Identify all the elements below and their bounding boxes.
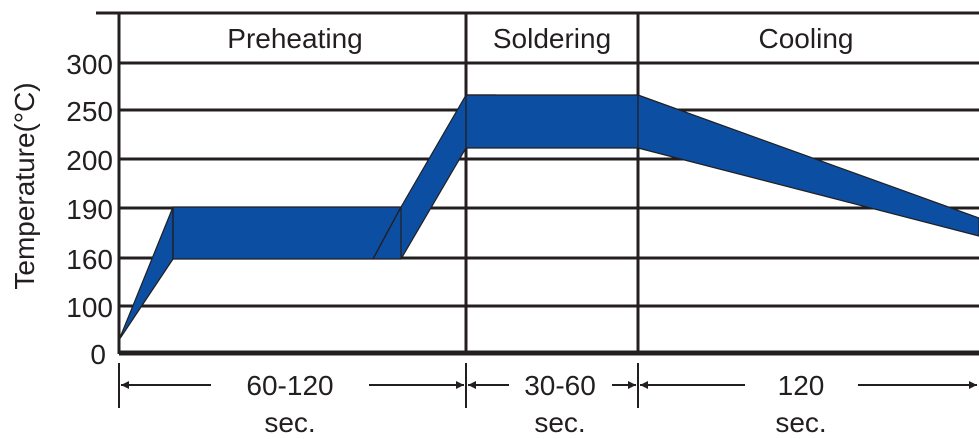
y-tick-label: 200 (66, 145, 113, 176)
y-tick-label: 190 (66, 194, 113, 225)
preheat-soak-band (172, 206, 402, 260)
duration-unit: sec. (775, 407, 826, 438)
duration-value: 60-120 (246, 370, 333, 401)
duration-value: 120 (778, 370, 825, 401)
y-tick-label: 300 (66, 49, 113, 80)
duration-unit: sec. (534, 407, 585, 438)
duration-unit: sec. (264, 407, 315, 438)
duration-value: 30-60 (524, 370, 596, 401)
duration-markers (118, 363, 977, 408)
temperature-band (118, 94, 979, 341)
phase-label-soldering: Soldering (493, 23, 611, 54)
y-tick-labels: 300 250 200 190 160 100 0 (66, 49, 113, 370)
y-axis-title: Temperature(°C) (9, 82, 40, 289)
y-tick-label: 0 (90, 339, 106, 370)
phase-label-preheating: Preheating (227, 23, 362, 54)
duration-labels: 60-120 sec. 30-60 sec. 120 sec. (246, 370, 826, 438)
cooling-band (637, 94, 979, 237)
phase-label-cooling: Cooling (759, 23, 854, 54)
band-separators (172, 95, 467, 260)
preheat-ramp-band (118, 206, 174, 341)
band-separator (372, 206, 402, 260)
y-tick-label: 250 (66, 96, 113, 127)
y-tick-label: 160 (66, 244, 113, 275)
y-tick-label: 100 (66, 292, 113, 323)
peak-band (465, 94, 639, 149)
